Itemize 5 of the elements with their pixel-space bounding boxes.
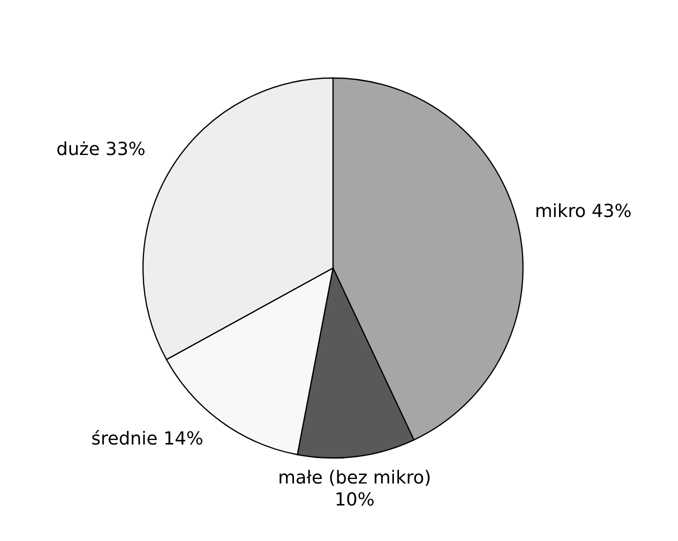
slice-label: średnie 14% [91,428,204,450]
slice-label: duże 33% [56,139,146,160]
data-label: 10% [334,489,375,510]
slice-label: małe (bez mikro) [278,467,432,488]
slice-label: mikro 43% [534,200,632,222]
